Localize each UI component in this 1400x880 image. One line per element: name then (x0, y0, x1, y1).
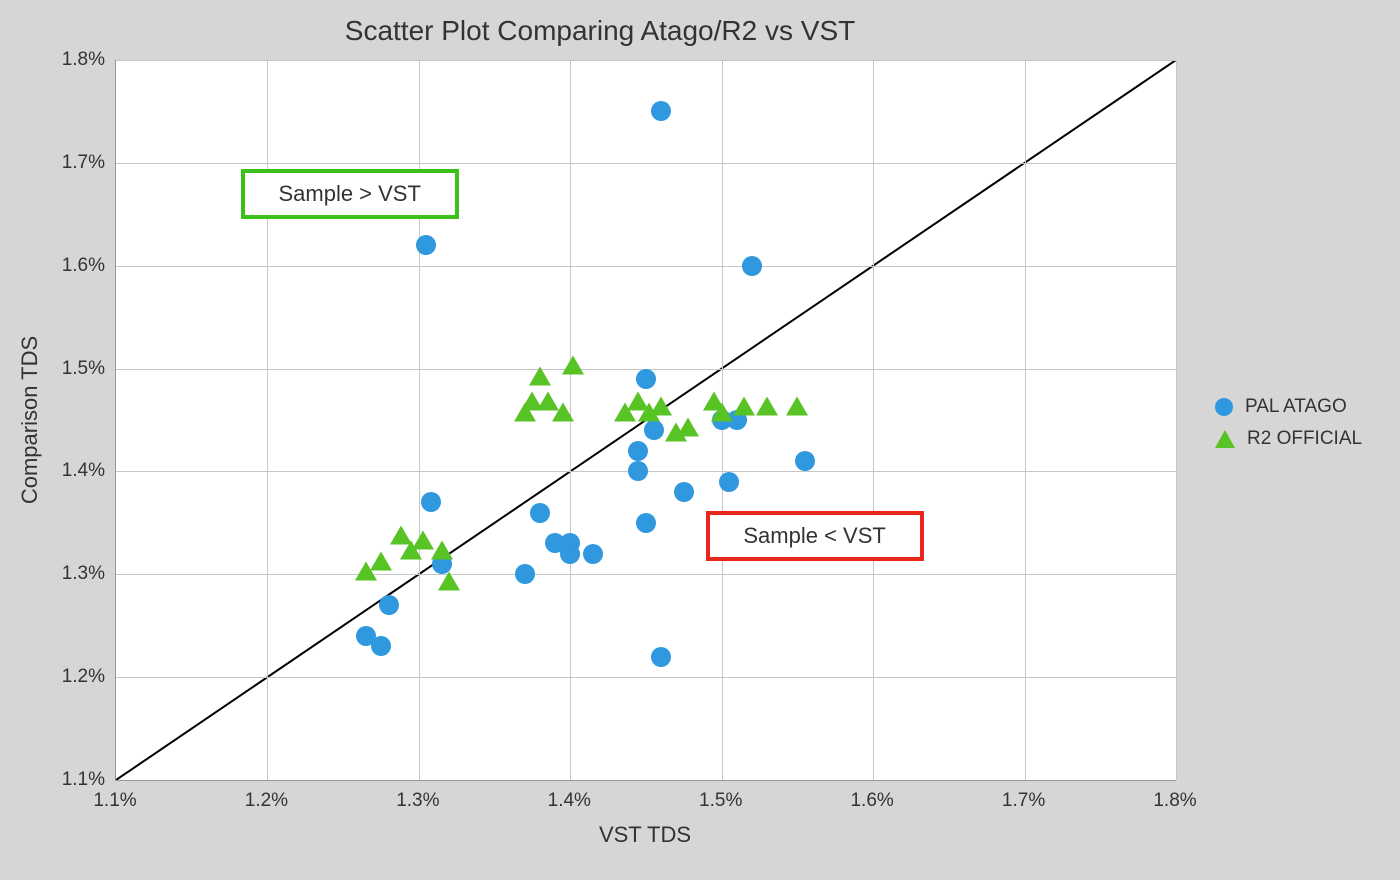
data-point-triangle (786, 397, 808, 416)
data-point-circle (651, 647, 671, 667)
data-point-circle (742, 256, 762, 276)
x-tick-label: 1.2% (245, 790, 288, 812)
data-point-triangle (756, 397, 778, 416)
data-point-triangle (650, 397, 672, 416)
data-point-circle (515, 564, 535, 584)
data-point-circle (795, 451, 815, 471)
data-point-triangle (552, 402, 574, 421)
y-tick-label: 1.5% (57, 358, 105, 380)
x-tick-label: 1.5% (699, 790, 742, 812)
y-tick-label: 1.2% (57, 666, 105, 688)
data-point-circle (644, 420, 664, 440)
grid-line-vertical (1025, 60, 1026, 780)
x-tick-label: 1.3% (396, 790, 439, 812)
data-point-circle (371, 636, 391, 656)
grid-line-horizontal (116, 266, 1176, 267)
data-point-triangle (438, 572, 460, 591)
y-tick-label: 1.4% (57, 460, 105, 482)
x-tick-label: 1.6% (850, 790, 893, 812)
data-point-circle (674, 482, 694, 502)
y-tick-label: 1.7% (57, 152, 105, 174)
data-point-circle (636, 513, 656, 533)
chart-container: Scatter Plot Comparing Atago/R2 vs VST V… (0, 0, 1400, 880)
grid-line-horizontal (116, 677, 1176, 678)
data-point-triangle (431, 541, 453, 560)
data-point-triangle (370, 551, 392, 570)
legend-swatch-triangle-icon (1215, 430, 1235, 448)
legend-item: R2 OFFICIAL (1215, 428, 1362, 450)
legend-label: PAL ATAGO (1245, 396, 1347, 418)
annotation-box: Sample < VST (706, 511, 924, 561)
legend-item: PAL ATAGO (1215, 396, 1362, 418)
data-point-circle (719, 472, 739, 492)
x-tick-label: 1.7% (1002, 790, 1045, 812)
data-point-circle (628, 461, 648, 481)
data-point-circle (560, 544, 580, 564)
y-tick-label: 1.1% (57, 769, 105, 791)
grid-line-horizontal (116, 163, 1176, 164)
data-point-circle (421, 492, 441, 512)
data-point-triangle (562, 356, 584, 375)
data-point-triangle (733, 397, 755, 416)
grid-line-horizontal (116, 60, 1176, 61)
annotation-box: Sample > VST (241, 169, 459, 219)
x-tick-label: 1.8% (1153, 790, 1196, 812)
data-point-circle (583, 544, 603, 564)
data-point-circle (530, 503, 550, 523)
data-point-circle (379, 595, 399, 615)
legend-label: R2 OFFICIAL (1247, 428, 1362, 450)
data-point-triangle (677, 417, 699, 436)
chart-title: Scatter Plot Comparing Atago/R2 vs VST (0, 15, 1200, 47)
grid-line-vertical (873, 60, 874, 780)
grid-line-horizontal (116, 574, 1176, 575)
y-axis-label: Comparison TDS (17, 336, 43, 504)
data-point-circle (636, 369, 656, 389)
data-point-circle (416, 235, 436, 255)
data-point-circle (651, 101, 671, 121)
y-tick-label: 1.8% (57, 49, 105, 71)
x-tick-label: 1.4% (548, 790, 591, 812)
x-axis-label: VST TDS (599, 822, 691, 848)
legend-swatch-circle-icon (1215, 398, 1233, 416)
data-point-triangle (529, 366, 551, 385)
y-tick-label: 1.6% (57, 255, 105, 277)
grid-line-vertical (1176, 60, 1177, 780)
y-tick-label: 1.3% (57, 563, 105, 585)
legend: PAL ATAGO R2 OFFICIAL (1215, 396, 1362, 460)
x-tick-label: 1.1% (93, 790, 136, 812)
data-point-circle (628, 441, 648, 461)
data-point-triangle (711, 402, 733, 421)
